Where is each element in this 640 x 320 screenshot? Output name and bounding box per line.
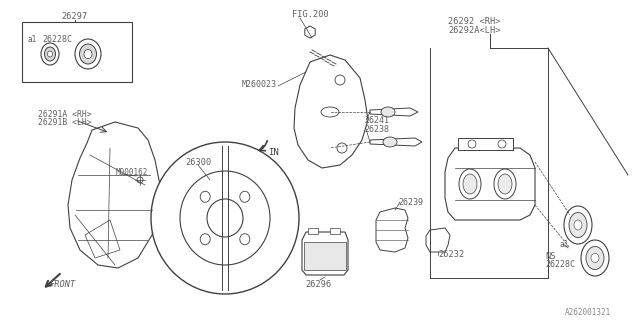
Bar bbox=[22, 22, 132, 82]
Text: 26296: 26296 bbox=[305, 280, 331, 289]
Text: A262001321: A262001321 bbox=[565, 308, 611, 317]
Ellipse shape bbox=[151, 142, 299, 294]
Ellipse shape bbox=[586, 246, 604, 269]
Text: 26228C: 26228C bbox=[545, 260, 575, 269]
Ellipse shape bbox=[591, 253, 599, 262]
Ellipse shape bbox=[240, 191, 250, 202]
Text: 26238: 26238 bbox=[364, 125, 389, 134]
Circle shape bbox=[335, 75, 345, 85]
Bar bbox=[458, 138, 513, 150]
Polygon shape bbox=[68, 122, 160, 268]
Ellipse shape bbox=[574, 220, 582, 230]
Polygon shape bbox=[85, 220, 120, 258]
Text: NS: NS bbox=[545, 252, 556, 261]
Ellipse shape bbox=[200, 191, 210, 202]
Text: 26228C: 26228C bbox=[42, 35, 72, 44]
Ellipse shape bbox=[498, 174, 512, 194]
Text: a1: a1 bbox=[560, 240, 569, 249]
Text: 26232: 26232 bbox=[438, 250, 464, 259]
Ellipse shape bbox=[494, 169, 516, 199]
Text: 26292 <RH>: 26292 <RH> bbox=[448, 17, 500, 26]
Polygon shape bbox=[305, 26, 315, 38]
Polygon shape bbox=[370, 108, 418, 116]
Circle shape bbox=[498, 140, 506, 148]
Bar bbox=[304, 242, 346, 270]
Ellipse shape bbox=[180, 171, 270, 265]
Polygon shape bbox=[376, 208, 408, 252]
Polygon shape bbox=[426, 228, 450, 252]
Text: 26241: 26241 bbox=[364, 116, 389, 125]
Ellipse shape bbox=[581, 240, 609, 276]
Text: 26292A<LH>: 26292A<LH> bbox=[448, 26, 500, 35]
Text: a1: a1 bbox=[28, 35, 37, 44]
Text: IN: IN bbox=[268, 148, 279, 157]
Ellipse shape bbox=[240, 234, 250, 245]
Ellipse shape bbox=[207, 199, 243, 237]
Text: 26300: 26300 bbox=[185, 158, 211, 167]
Ellipse shape bbox=[383, 137, 397, 147]
Ellipse shape bbox=[463, 174, 477, 194]
Text: 26291B <LH>: 26291B <LH> bbox=[38, 118, 92, 127]
Bar bbox=[308, 228, 318, 234]
Ellipse shape bbox=[75, 39, 101, 69]
Text: 26297: 26297 bbox=[62, 12, 88, 21]
Ellipse shape bbox=[45, 47, 56, 61]
Polygon shape bbox=[445, 148, 535, 220]
Ellipse shape bbox=[564, 206, 592, 244]
Text: M260023: M260023 bbox=[242, 80, 277, 89]
Ellipse shape bbox=[84, 50, 92, 59]
Circle shape bbox=[337, 143, 347, 153]
Text: M000162: M000162 bbox=[116, 168, 148, 177]
Ellipse shape bbox=[569, 212, 587, 237]
Ellipse shape bbox=[459, 169, 481, 199]
Polygon shape bbox=[370, 138, 422, 146]
Circle shape bbox=[468, 140, 476, 148]
Ellipse shape bbox=[321, 107, 339, 117]
Polygon shape bbox=[294, 55, 368, 168]
Text: 26239: 26239 bbox=[398, 198, 423, 207]
Text: FIG.200: FIG.200 bbox=[292, 10, 329, 19]
Ellipse shape bbox=[79, 44, 97, 64]
Ellipse shape bbox=[200, 234, 210, 245]
Text: FRONT: FRONT bbox=[50, 280, 76, 289]
Text: 26291A <RH>: 26291A <RH> bbox=[38, 110, 92, 119]
Ellipse shape bbox=[47, 51, 52, 57]
Polygon shape bbox=[302, 232, 348, 275]
Bar bbox=[330, 228, 340, 234]
Circle shape bbox=[137, 177, 143, 183]
Ellipse shape bbox=[381, 107, 395, 117]
Ellipse shape bbox=[41, 43, 59, 65]
